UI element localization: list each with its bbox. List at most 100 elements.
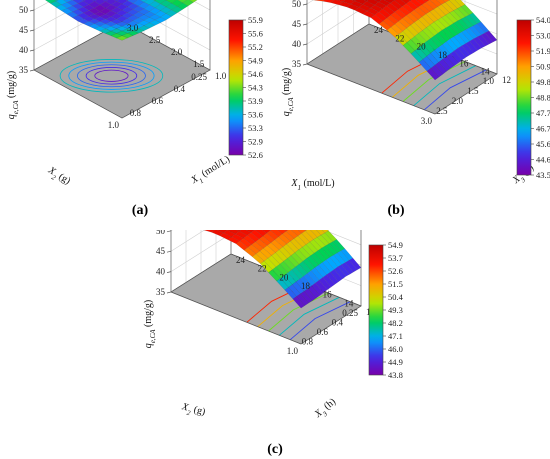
y-tick-label: 18 xyxy=(438,50,448,60)
floor-contour-line xyxy=(279,296,340,336)
y-tick-label: 22 xyxy=(395,33,404,43)
colorbar-tick-label: 45.6 xyxy=(536,139,550,149)
floor-contour-line xyxy=(413,65,476,107)
z-tick-label: 40 xyxy=(156,267,166,277)
surface-cell xyxy=(292,296,306,309)
floor-contour-line xyxy=(59,59,164,93)
x-tick-label: 0.8 xyxy=(302,337,314,347)
y-tick-label: 3.0 xyxy=(127,23,139,33)
floor-contour-line xyxy=(68,61,155,90)
z-tick xyxy=(302,63,308,66)
z-tick xyxy=(29,69,35,72)
y-tick-label: 14 xyxy=(344,298,354,308)
x-tick-label: 3.0 xyxy=(421,116,433,126)
colorbar-tick-label: 51.5 xyxy=(388,279,403,289)
x-tick-label: 0.6 xyxy=(152,96,164,106)
floor-contour-line xyxy=(402,61,466,102)
floor-contour-line xyxy=(77,64,146,88)
y-tick-label: 24 xyxy=(236,255,246,265)
y-tick-label: 24 xyxy=(374,25,384,35)
x-tick-label: 0.4 xyxy=(174,84,186,94)
surface-chart-a: 3540455055601.00.80.60.40.251.01.52.02.5… xyxy=(6,0,263,218)
y-tick-label: 18 xyxy=(301,281,311,291)
z-tick-label: 50 xyxy=(292,0,302,9)
colorbar-tick-label: 54.6 xyxy=(248,69,263,79)
x-axis-label: X1 (mol/L) xyxy=(290,178,334,192)
z-tick-label: 50 xyxy=(19,5,29,15)
colorbar-tick-label: 54.9 xyxy=(388,240,403,250)
surface-mesh xyxy=(203,230,362,309)
x-tick-label: 1.5 xyxy=(467,86,479,96)
y-tick-label: 20 xyxy=(417,42,427,52)
colorbar-tick-label: 44.9 xyxy=(388,357,403,367)
colorbar-tick-label: 53.0 xyxy=(536,31,550,41)
z-tick-label: 35 xyxy=(292,59,302,69)
x-axis-label: X2 (g) xyxy=(179,401,206,421)
colorbar-tick-label: 48.8 xyxy=(536,93,550,103)
colorbar-tick-label: 47.1 xyxy=(388,331,403,341)
z-tick-label: 45 xyxy=(292,19,302,29)
y-tick-label: 1.5 xyxy=(193,59,205,69)
z-tick-label: 40 xyxy=(19,45,29,55)
colorbar-tick-label: 46.7 xyxy=(536,124,550,134)
colorbar-tick-label: 55.6 xyxy=(248,29,263,39)
colorbar-tick-label: 54.3 xyxy=(248,83,263,93)
x-tick-label: 0.4 xyxy=(332,318,344,328)
z-axis-label: qe,CA (mg/g) xyxy=(6,71,20,120)
z-tick xyxy=(29,9,35,12)
z-axis-label: qe,CA (mg/g) xyxy=(281,68,295,117)
z-tick xyxy=(166,250,172,253)
y-tick-label: 20 xyxy=(279,272,289,282)
surface-cell xyxy=(426,67,440,81)
z-tick-label: 45 xyxy=(19,25,29,35)
colorbar-tick-label: 53.3 xyxy=(248,123,263,133)
x-tick-label: 2.0 xyxy=(452,96,464,106)
colorbar-tick-label: 52.9 xyxy=(248,137,263,147)
z-tick-label: 40 xyxy=(292,39,302,49)
wall-gridline xyxy=(33,0,211,31)
z-tick-label: 50 xyxy=(156,230,166,236)
floor-outline xyxy=(33,21,211,119)
x-tick-label: 0.25 xyxy=(191,72,207,82)
colorbar-tick-label: 47.7 xyxy=(536,108,550,118)
floor-contour-line xyxy=(94,69,129,82)
surface-mesh xyxy=(45,0,198,41)
colorbar-tick-label: 44.6 xyxy=(536,155,550,165)
surface-cell xyxy=(116,35,128,41)
x-tick-label: 0.8 xyxy=(130,108,142,118)
x-tick-label: 2.5 xyxy=(436,106,448,116)
y-tick-label: 2.5 xyxy=(149,35,161,45)
z-tick xyxy=(29,29,35,32)
z-tick xyxy=(166,271,172,273)
y-tick-label: 12 xyxy=(502,75,511,85)
z-tick xyxy=(29,49,35,52)
colorbar-tick-label: 51.9 xyxy=(536,46,550,56)
colorbar-tick-label: 52.6 xyxy=(388,266,403,276)
y-tick-label: 16 xyxy=(323,290,333,300)
floor-contour-line xyxy=(268,292,329,332)
colorbar-tick-label: 49.3 xyxy=(388,305,403,315)
panel-label: (c) xyxy=(267,442,283,457)
floor-contour-line xyxy=(424,69,487,111)
colorbar-tick-label: 55.9 xyxy=(248,15,263,25)
colorbar-tick-label: 53.9 xyxy=(248,96,263,106)
colorbar-tick-label: 53.6 xyxy=(248,110,263,120)
x-tick-label: 1.0 xyxy=(483,76,495,86)
z-tick xyxy=(302,3,308,6)
y-tick-label: 22 xyxy=(258,264,267,274)
z-tick-label: 35 xyxy=(19,65,29,75)
z-tick-label: 45 xyxy=(156,246,166,256)
y-tick-label: 2.0 xyxy=(171,47,183,57)
x-tick-label: 0.25 xyxy=(342,308,358,318)
colorbar-tick-label: 53.7 xyxy=(388,253,403,263)
floor-contour-line xyxy=(289,301,351,341)
x-tick-label: 1.0 xyxy=(108,120,120,130)
colorbar-tick-label: 54.9 xyxy=(248,56,263,66)
z-tick xyxy=(302,23,308,26)
surface-chart-c: 3540455055601.00.80.60.40.25121416182022… xyxy=(143,230,404,457)
panel-label: (b) xyxy=(387,203,404,218)
x-tick-label: 1.0 xyxy=(287,346,299,356)
z-tick-label: 35 xyxy=(156,287,166,297)
colorbar-tick-label: 43.5 xyxy=(536,170,550,180)
